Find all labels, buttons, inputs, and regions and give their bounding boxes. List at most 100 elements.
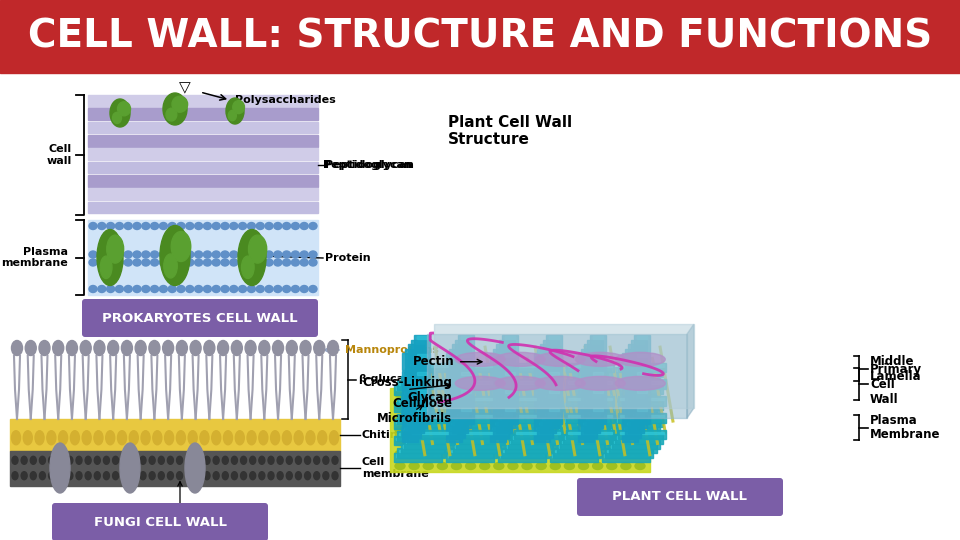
Polygon shape <box>590 389 607 406</box>
Polygon shape <box>559 411 603 414</box>
Ellipse shape <box>395 462 405 469</box>
Ellipse shape <box>423 402 433 409</box>
Polygon shape <box>395 402 443 412</box>
Polygon shape <box>546 353 563 370</box>
Polygon shape <box>587 346 597 348</box>
Polygon shape <box>499 340 516 356</box>
Polygon shape <box>409 402 453 405</box>
Ellipse shape <box>235 431 244 445</box>
Polygon shape <box>448 390 459 394</box>
Polygon shape <box>490 353 506 370</box>
Ellipse shape <box>167 456 174 464</box>
Bar <box>88 148 318 160</box>
Polygon shape <box>401 389 418 406</box>
Ellipse shape <box>158 472 164 480</box>
Polygon shape <box>590 413 600 416</box>
Polygon shape <box>637 354 647 357</box>
Polygon shape <box>553 381 601 390</box>
Polygon shape <box>455 417 465 421</box>
Polygon shape <box>609 443 657 453</box>
Polygon shape <box>562 407 606 409</box>
Ellipse shape <box>309 222 317 230</box>
Ellipse shape <box>409 450 420 457</box>
Ellipse shape <box>423 415 433 422</box>
Ellipse shape <box>195 456 201 464</box>
Ellipse shape <box>204 341 215 355</box>
Ellipse shape <box>575 353 625 366</box>
Polygon shape <box>602 453 650 462</box>
Polygon shape <box>412 381 456 383</box>
Ellipse shape <box>536 376 586 390</box>
Polygon shape <box>458 359 468 362</box>
Polygon shape <box>449 448 497 458</box>
Ellipse shape <box>107 251 114 258</box>
Ellipse shape <box>579 402 588 409</box>
Polygon shape <box>448 427 459 430</box>
Polygon shape <box>588 376 603 393</box>
Ellipse shape <box>318 431 326 445</box>
Polygon shape <box>628 380 644 397</box>
Ellipse shape <box>31 472 36 480</box>
Ellipse shape <box>31 456 36 464</box>
Polygon shape <box>452 443 500 453</box>
Polygon shape <box>568 415 612 417</box>
Ellipse shape <box>12 456 18 464</box>
Polygon shape <box>543 381 553 384</box>
Polygon shape <box>406 390 449 393</box>
Polygon shape <box>581 385 597 402</box>
Ellipse shape <box>292 286 300 293</box>
Polygon shape <box>500 404 544 407</box>
Polygon shape <box>590 395 600 398</box>
Ellipse shape <box>177 259 185 266</box>
Ellipse shape <box>212 222 220 230</box>
Ellipse shape <box>300 341 311 355</box>
Ellipse shape <box>81 341 91 355</box>
Polygon shape <box>514 396 562 406</box>
Polygon shape <box>464 398 508 400</box>
Polygon shape <box>637 336 647 339</box>
Ellipse shape <box>89 251 97 258</box>
Ellipse shape <box>76 472 82 480</box>
Ellipse shape <box>480 450 490 457</box>
Polygon shape <box>635 377 644 380</box>
Polygon shape <box>513 386 557 388</box>
Ellipse shape <box>300 286 308 293</box>
Polygon shape <box>513 436 557 438</box>
Polygon shape <box>584 350 594 353</box>
Ellipse shape <box>159 259 167 266</box>
Polygon shape <box>537 409 546 411</box>
Bar <box>88 175 318 187</box>
Polygon shape <box>451 450 495 453</box>
Ellipse shape <box>274 286 282 293</box>
Polygon shape <box>499 376 516 393</box>
Polygon shape <box>635 371 650 388</box>
Ellipse shape <box>277 472 283 480</box>
Ellipse shape <box>49 472 55 480</box>
Polygon shape <box>549 336 560 339</box>
Polygon shape <box>505 443 553 453</box>
Ellipse shape <box>98 286 106 293</box>
Polygon shape <box>403 439 451 449</box>
Ellipse shape <box>579 390 588 397</box>
Polygon shape <box>550 419 598 429</box>
Ellipse shape <box>508 402 518 409</box>
Text: Plasma
membrane: Plasma membrane <box>1 247 68 268</box>
Polygon shape <box>635 341 644 344</box>
Polygon shape <box>397 448 445 458</box>
Polygon shape <box>587 381 597 384</box>
Ellipse shape <box>131 472 137 480</box>
Polygon shape <box>445 426 462 442</box>
Ellipse shape <box>167 472 174 480</box>
Ellipse shape <box>94 341 105 355</box>
Polygon shape <box>405 403 420 420</box>
Polygon shape <box>507 429 550 431</box>
Polygon shape <box>546 341 556 344</box>
Polygon shape <box>540 404 550 407</box>
Ellipse shape <box>615 353 665 366</box>
Ellipse shape <box>142 286 150 293</box>
Polygon shape <box>608 416 651 419</box>
Ellipse shape <box>537 462 546 469</box>
Polygon shape <box>568 431 612 434</box>
Polygon shape <box>454 411 498 414</box>
Polygon shape <box>614 401 662 410</box>
